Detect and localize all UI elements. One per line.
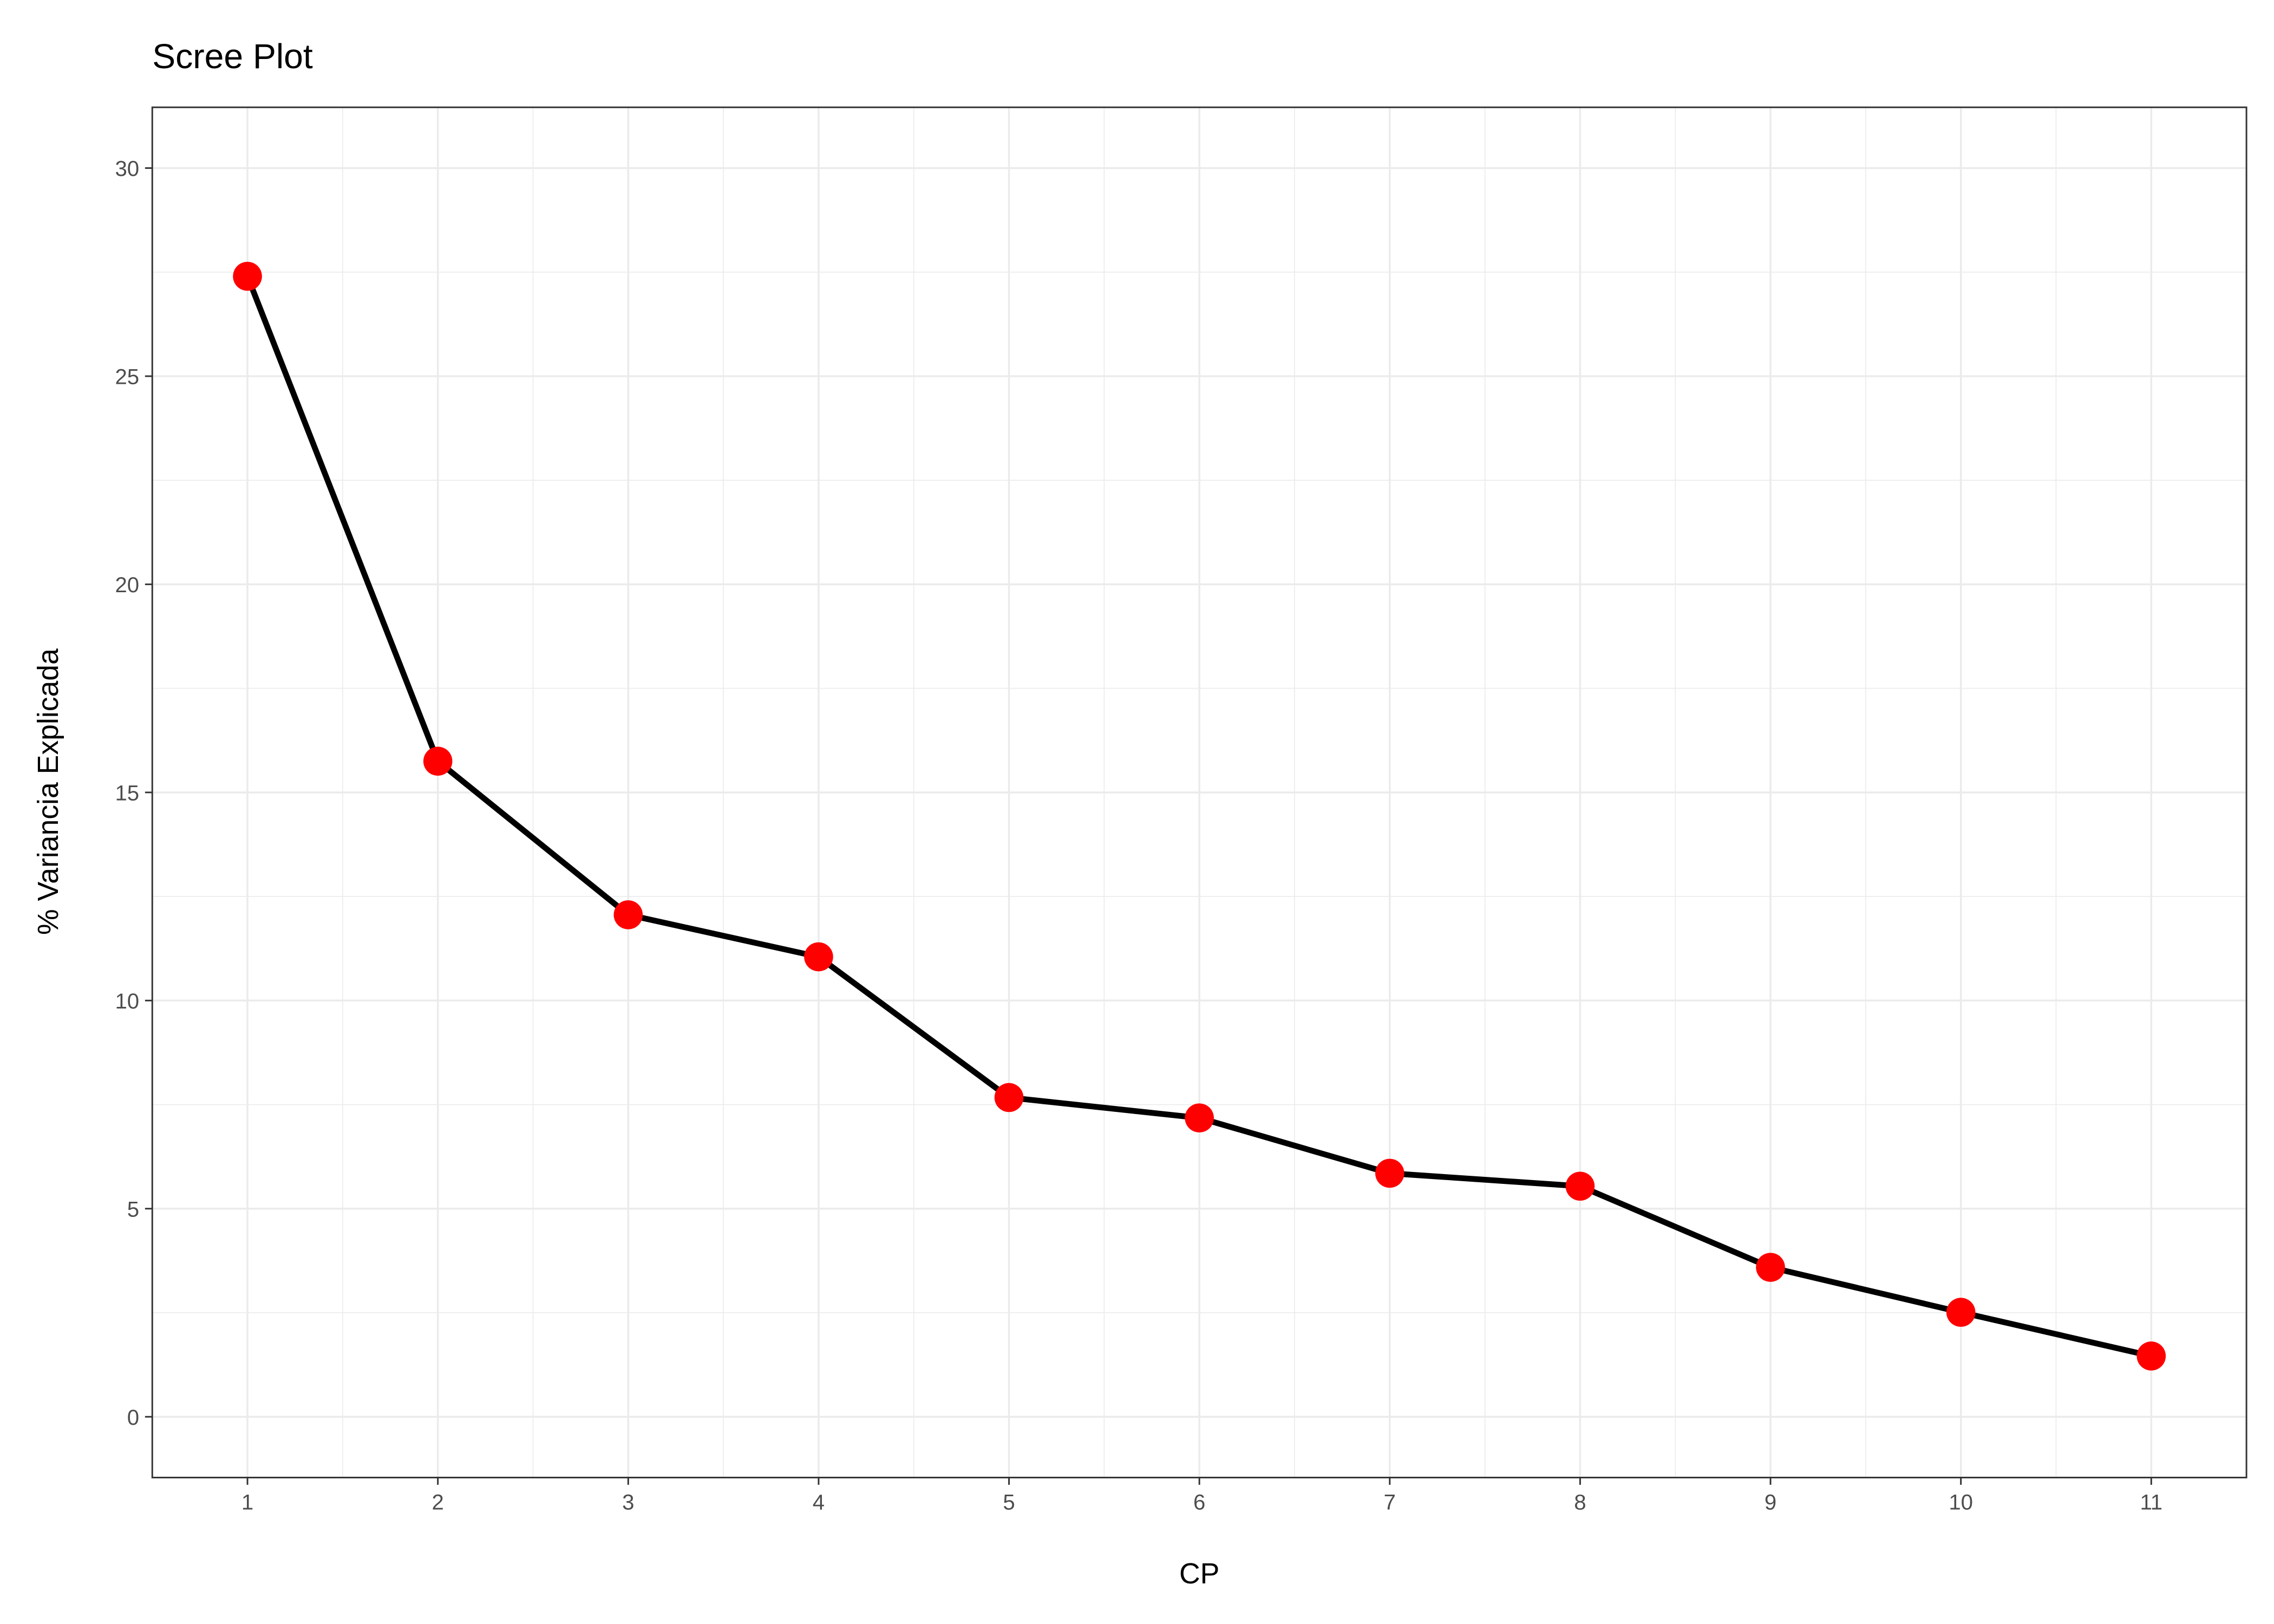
x-tick-label: 8 [1574, 1490, 1586, 1514]
x-tick-label: 5 [1003, 1490, 1015, 1514]
plot-area [233, 261, 2166, 1371]
chart-title: Scree Plot [152, 37, 313, 76]
y-tick-label: 25 [115, 365, 139, 389]
x-tick-label: 2 [432, 1490, 444, 1514]
y-tick-label: 15 [115, 781, 139, 806]
grid [152, 107, 2247, 1478]
x-tick-label: 10 [1949, 1490, 1973, 1514]
data-point [1565, 1171, 1595, 1201]
x-axis-title: CP [1179, 1558, 1219, 1590]
y-tick-label: 30 [115, 156, 139, 181]
x-tick-label: 6 [1193, 1490, 1205, 1514]
y-tick-label: 10 [115, 989, 139, 1013]
x-tick-label: 3 [622, 1490, 634, 1514]
y-tick-label: 5 [127, 1197, 139, 1221]
x-tick-label: 11 [2140, 1490, 2162, 1514]
y-tick-label: 0 [127, 1405, 139, 1430]
data-point [1756, 1253, 1785, 1282]
data-point [994, 1083, 1024, 1112]
data-point [1185, 1103, 1214, 1132]
x-tick-label: 4 [813, 1490, 825, 1514]
data-point [423, 746, 453, 776]
data-point [233, 261, 262, 291]
data-point [804, 942, 833, 972]
y-tick-label: 20 [115, 573, 139, 597]
data-point [1946, 1298, 1976, 1327]
data-point [613, 900, 643, 929]
y-axis-title: % Variancia Explicada [32, 649, 64, 935]
data-point [2136, 1341, 2166, 1371]
x-tick-label: 7 [1384, 1490, 1396, 1514]
x-tick-label: 9 [1765, 1490, 1776, 1514]
x-tick-label: 1 [241, 1490, 253, 1514]
data-point [1375, 1158, 1404, 1188]
